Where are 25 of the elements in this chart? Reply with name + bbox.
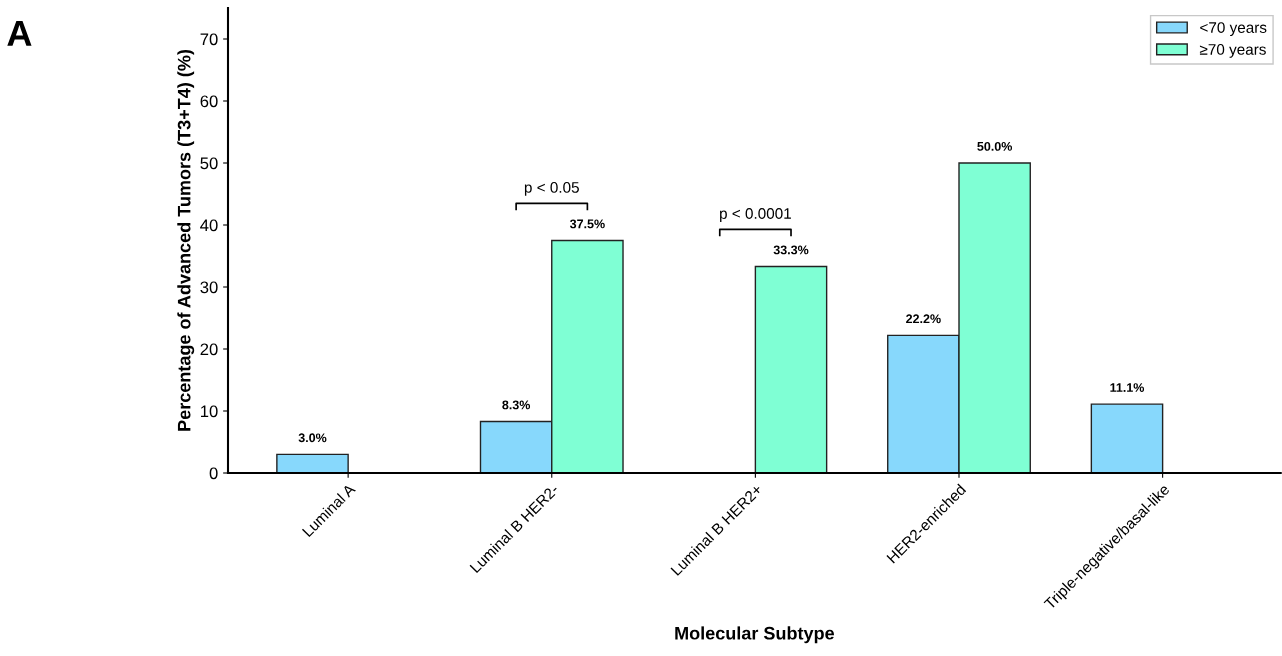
data-label: 50.0% — [977, 141, 1013, 151]
x-axis-title: Molecular Subtype — [675, 626, 835, 644]
y-tick-label: 30 — [200, 281, 218, 294]
y-tick-label: 70 — [200, 33, 218, 46]
data-label: 3.0% — [298, 433, 327, 443]
annotation: p < 0.0001 — [720, 208, 791, 222]
data-label: 33.3% — [773, 245, 809, 255]
y-tick-label: 0 — [209, 467, 218, 480]
data-label: 11.1% — [1110, 383, 1145, 392]
text: A — [7, 21, 32, 46]
y-axis-title: Percentage of Advanced Tumors (T3+T4) (%) — [177, 50, 195, 431]
data-label: 37.5% — [569, 219, 605, 229]
y-tick-label: 60 — [200, 95, 218, 108]
data-label: 8.3% — [502, 400, 531, 410]
legend-label: ≥70 years — [1199, 44, 1266, 58]
bar — [1090, 403, 1164, 473]
y-tick-label: 20 — [200, 343, 218, 356]
bar — [754, 265, 828, 473]
y-tick-label: 10 — [201, 405, 218, 418]
y-tick-label: 40 — [200, 219, 218, 232]
legend-label: <70 years — [1200, 22, 1267, 36]
annotation: p < 0.05 — [524, 182, 579, 196]
data-label: 22.2% — [906, 314, 941, 324]
bar — [276, 453, 349, 473]
y-tick-label: 50 — [200, 157, 218, 170]
